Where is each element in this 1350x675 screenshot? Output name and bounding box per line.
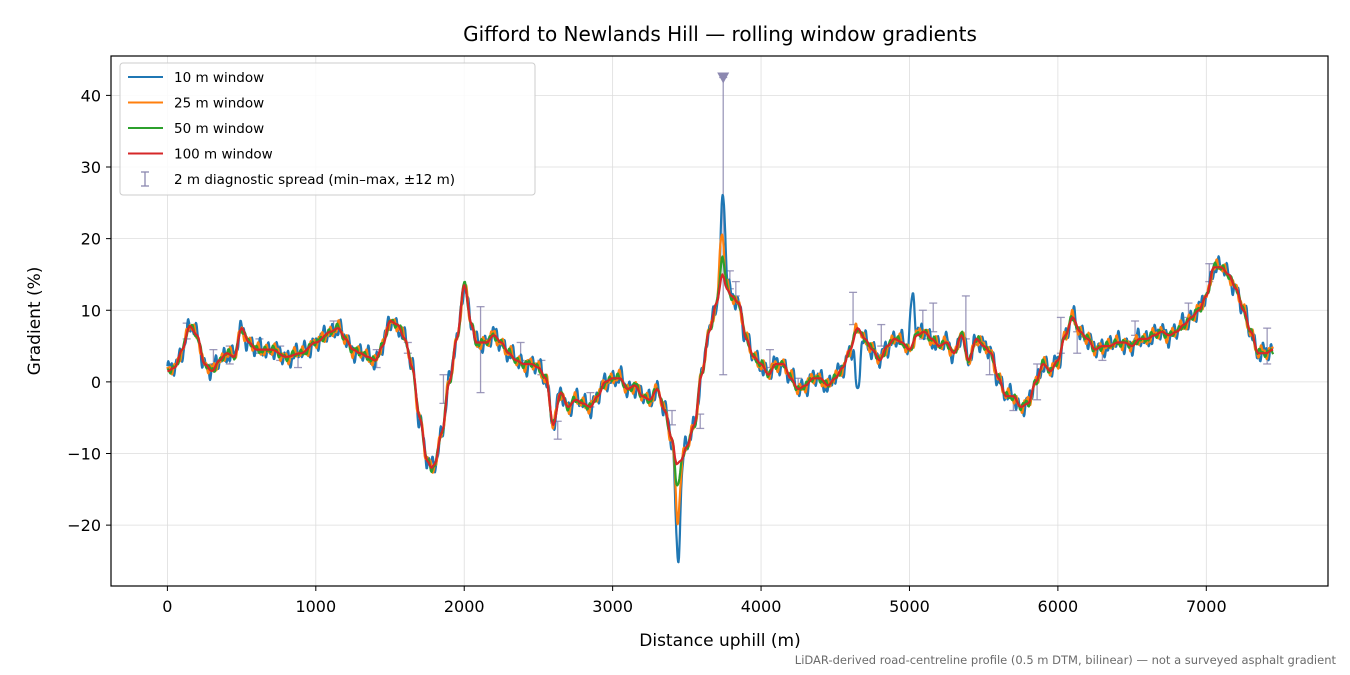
x-axis-label: Distance uphill (m): [639, 631, 800, 651]
clipped-marker: [717, 72, 730, 84]
legend-label: 10 m window: [174, 70, 264, 86]
chart-title: Gifford to Newlands Hill — rolling windo…: [463, 22, 977, 46]
x-tick-label: 4000: [741, 597, 782, 616]
x-tick-label: 3000: [592, 597, 633, 616]
series-line-w50: [166, 255, 1275, 487]
x-tick-label: 2000: [444, 597, 485, 616]
series-line-w100: [167, 266, 1274, 469]
y-tick-label: 10: [81, 301, 101, 320]
x-axis-ticks: 0 1000 2000 3000 4000 5000 6000 7000: [162, 586, 1227, 616]
series-line-w25: [166, 233, 1274, 526]
y-tick-label: −10: [67, 445, 101, 464]
y-axis-ticks: −20 −10 0 10 20 30 40: [67, 86, 111, 535]
series-lines: [166, 193, 1275, 564]
x-tick-label: 5000: [889, 597, 930, 616]
y-axis-label: Gradient (%): [25, 267, 45, 376]
y-tick-label: −20: [67, 516, 101, 535]
legend-box: [119, 62, 536, 196]
y-tick-label: 40: [81, 86, 101, 105]
x-tick-label: 6000: [1038, 597, 1079, 616]
legend-label: 100 m window: [174, 147, 273, 163]
plot-frame: [110, 55, 1329, 587]
legend: 10 m window 25 m window 50 m window 100 m w…: [119, 62, 536, 196]
x-tick-label: 1000: [295, 597, 336, 616]
y-tick-label: 30: [81, 158, 101, 177]
x-tick-label: 7000: [1186, 597, 1227, 616]
y-tick-label: 20: [81, 230, 101, 249]
legend-label: 50 m window: [174, 121, 264, 137]
footnote: LiDAR-derived road-centreline profile (0…: [795, 653, 1337, 667]
y-tick-label: 0: [91, 373, 101, 392]
legend-label: 25 m window: [174, 96, 264, 112]
legend-label: 2 m diagnostic spread (min–max, ±12 m): [174, 172, 455, 188]
x-tick-label: 0: [162, 597, 172, 616]
